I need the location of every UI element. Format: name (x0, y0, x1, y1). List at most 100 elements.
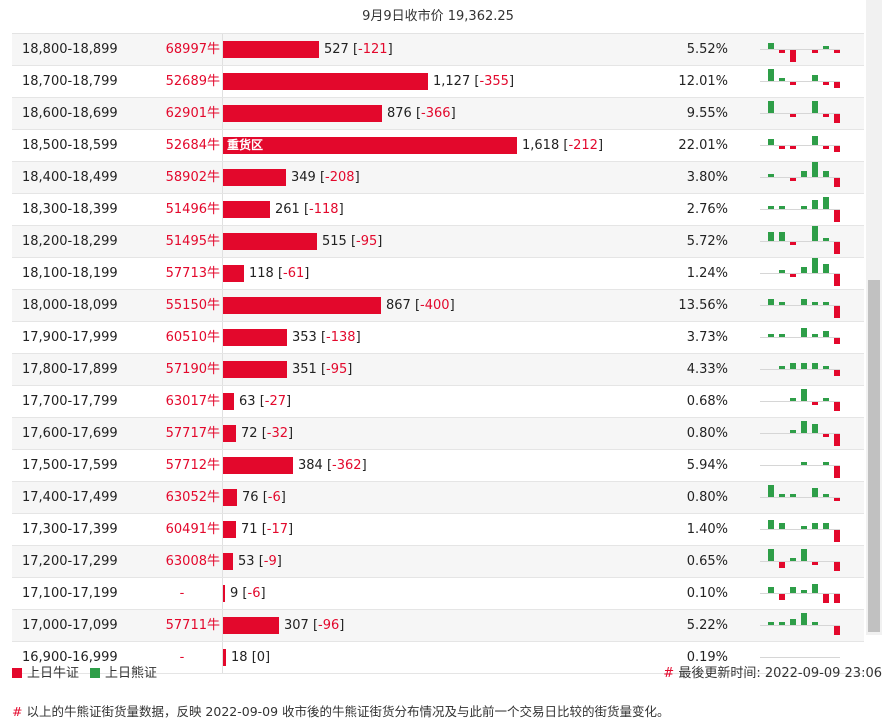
table-row: 17,800-17,899 57190牛 351 [-95] 4.33% (12, 354, 864, 386)
column-divider (222, 642, 223, 673)
warrant-code-link[interactable]: 52689牛 (165, 74, 220, 89)
strike-range: 18,800-18,899 (22, 42, 118, 57)
sparkline-bar (790, 242, 796, 245)
warrant-code-link: - (179, 650, 185, 665)
sparkline-bar (790, 398, 796, 401)
warrant-code-link[interactable]: 51495牛 (165, 234, 220, 249)
sparkline-bar (823, 398, 829, 401)
volume-value: 53 [-9] (238, 554, 282, 569)
sparkline-bar (812, 200, 818, 209)
column-divider (222, 386, 223, 417)
sparkline-bar (812, 584, 818, 593)
column-divider (222, 66, 223, 97)
sparkline-bar (790, 274, 796, 277)
volume-value: 1,618 [-212] (522, 138, 604, 153)
strike-range: 17,700-17,799 (22, 394, 118, 409)
volume-bar (223, 329, 287, 346)
daily-change: -32 (266, 426, 288, 441)
daily-change: -95 (356, 234, 378, 249)
warrant-code-link[interactable]: 57711牛 (165, 618, 220, 633)
volume-bar (223, 105, 382, 122)
sparkline-bar (801, 389, 807, 401)
sparkline-bar (834, 242, 840, 254)
daily-change: -400 (420, 298, 450, 313)
warrant-code-link[interactable]: 60491牛 (165, 522, 220, 537)
sparkline-bar (834, 370, 840, 376)
warrant-code-link[interactable]: 63017牛 (165, 394, 220, 409)
table-row: 17,500-17,599 57712牛 384 [-362] 5.94% (12, 450, 864, 482)
volume-bar (223, 265, 244, 282)
sparkline-bar (834, 626, 840, 635)
warrant-code-link[interactable]: 52684牛 (165, 138, 220, 153)
sparkline-bar (834, 434, 840, 446)
volume-value: 9 [-6] (230, 586, 266, 601)
warrant-code-link[interactable]: 63008牛 (165, 554, 220, 569)
warrant-code-link[interactable]: 60510牛 (165, 330, 220, 345)
volume-value: 63 [-27] (239, 394, 292, 409)
volume-bar (223, 73, 428, 90)
strike-range: 17,900-17,999 (22, 330, 118, 345)
volume-value: 118 [-61] (249, 266, 310, 281)
sparkline-bar (779, 622, 785, 625)
sparkline-axis (760, 273, 840, 274)
warrant-code-link[interactable]: 55150牛 (165, 298, 220, 313)
cbbc-table: 9月9日收市价 19,362.25 18,800-18,899 68997牛 527… (12, 0, 864, 674)
table-row: 18,800-18,899 68997牛 527 [-121] 5.52% (12, 34, 864, 66)
strike-range: 16,900-16,999 (22, 650, 118, 665)
sparkline-bar (834, 530, 840, 542)
warrant-code-link[interactable]: 57713牛 (165, 266, 220, 281)
warrant-code-link[interactable]: 57712牛 (165, 458, 220, 473)
volume-bar (223, 233, 317, 250)
sparkline-bar (768, 139, 774, 145)
sparkline-bar (779, 232, 785, 241)
outstanding-count: 71 (241, 522, 258, 537)
scrollbar-thumb[interactable] (868, 280, 880, 632)
strike-range: 18,700-18,799 (22, 74, 118, 89)
sparkline-bar (834, 210, 840, 222)
volume-bar (223, 169, 286, 186)
share-percent: 5.72% (686, 234, 728, 249)
sparkline-bar (834, 402, 840, 411)
sparkline-axis (760, 209, 840, 210)
warrant-code-link[interactable]: 63052牛 (165, 490, 220, 505)
warrant-code-link[interactable]: 57190牛 (165, 362, 220, 377)
warrant-code-link[interactable]: 51496牛 (165, 202, 220, 217)
volume-bar (223, 617, 279, 634)
sparkline-bar (779, 523, 785, 529)
warrant-code-link[interactable]: 58902牛 (165, 170, 220, 185)
daily-change-sparkline (760, 514, 840, 545)
sparkline-bar (812, 226, 818, 241)
volume-value: 867 [-400] (386, 298, 455, 313)
volume-value: 261 [-118] (275, 202, 344, 217)
column-divider (222, 578, 223, 609)
sparkline-bar (812, 50, 818, 53)
sparkline-bar (823, 434, 829, 437)
sparkline-bar (801, 363, 807, 369)
sparkline-bar (768, 101, 774, 113)
sparkline-axis (760, 241, 840, 242)
daily-change: -6 (247, 586, 261, 601)
share-percent: 9.55% (686, 106, 728, 121)
sparkline-bar (779, 562, 785, 568)
warrant-code-link[interactable]: 68997牛 (165, 42, 220, 57)
outstanding-count: 18 (231, 650, 248, 665)
sparkline-bar (812, 622, 818, 625)
sparkline-bar (779, 302, 785, 305)
sparkline-axis (760, 625, 840, 626)
sparkline-bar (790, 558, 796, 561)
daily-change: -27 (264, 394, 286, 409)
scrollbar[interactable] (866, 0, 882, 635)
sparkline-bar (779, 206, 785, 209)
table-row: 16,900-16,999 - 18 [0] 0.19% (12, 642, 864, 674)
warrant-code-link[interactable]: 62901牛 (165, 106, 220, 121)
sparkline-bar (779, 146, 785, 149)
share-percent: 4.33% (686, 362, 728, 377)
sparkline-bar (823, 171, 829, 177)
sparkline-bar (801, 462, 807, 465)
warrant-code-link[interactable]: 57717牛 (165, 426, 220, 441)
daily-change: -208 (325, 170, 355, 185)
share-percent: 1.24% (686, 266, 728, 281)
sparkline-bar (812, 424, 818, 433)
outstanding-count: 527 (324, 42, 349, 57)
outstanding-count: 515 (322, 234, 347, 249)
